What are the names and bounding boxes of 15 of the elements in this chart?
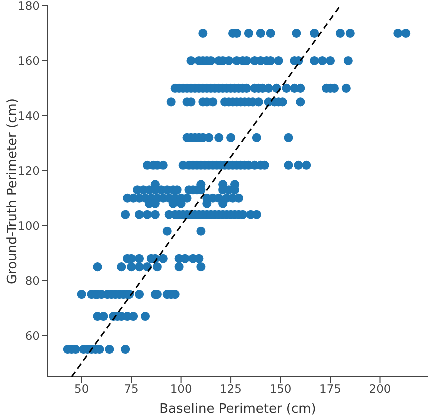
y-tick-label: 60 xyxy=(25,328,40,343)
x-tick-label: 175 xyxy=(320,382,342,396)
x-tick-label: 125 xyxy=(220,382,242,396)
y-tick-label: 120 xyxy=(18,164,40,178)
x-axis-title: Baseline Perimeter (cm) xyxy=(160,402,316,417)
y-tick-label: 80 xyxy=(25,274,40,288)
x-tick-label: 100 xyxy=(170,382,192,396)
x-tick-label: 200 xyxy=(369,382,392,396)
y-tick-label: 180 xyxy=(18,0,40,14)
y-tick-label: 160 xyxy=(18,54,40,68)
x-tick-label: 75 xyxy=(124,382,139,396)
x-tick-label: 150 xyxy=(270,382,292,396)
y-tick-label: 100 xyxy=(18,218,40,233)
y-tick-label: 140 xyxy=(18,109,40,124)
x-tick-label: 50 xyxy=(74,382,90,396)
